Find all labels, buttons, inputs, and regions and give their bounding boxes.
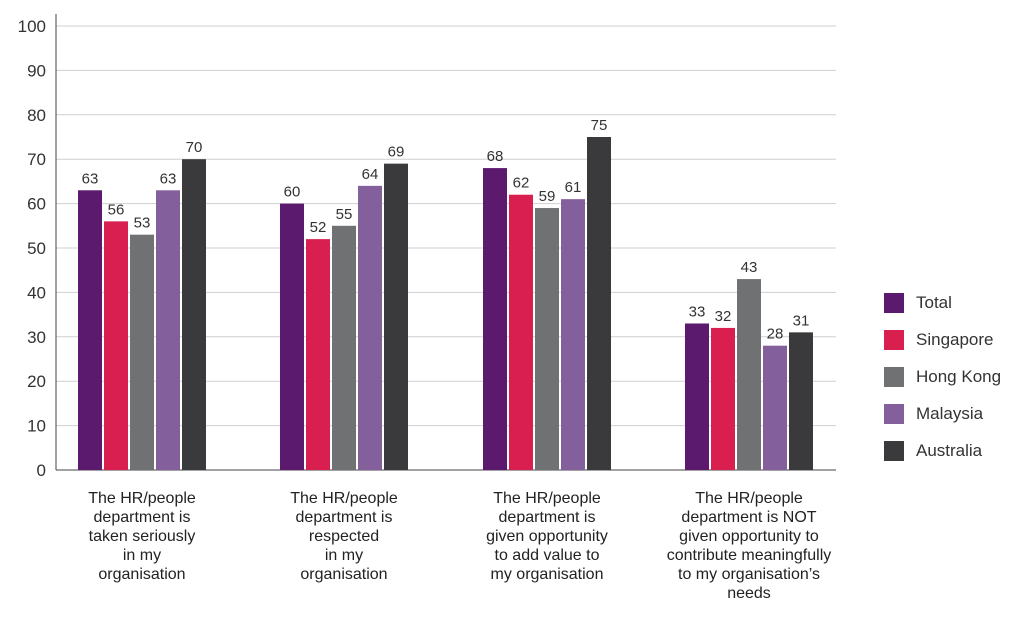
data-label-australia-cat2: 69 xyxy=(388,144,405,161)
y-tick-label-80: 80 xyxy=(27,106,46,125)
legend-item-australia: Australia xyxy=(884,432,1001,469)
x-category-label-4: The HR/people department is NOT given oppo… xyxy=(667,490,832,602)
y-tick-label-20: 20 xyxy=(27,372,46,391)
bar-singapore-cat2 xyxy=(306,239,330,470)
bar-malaysia-cat4 xyxy=(763,345,787,470)
y-tick-label-0: 0 xyxy=(37,461,46,480)
data-label-hong-kong-cat3: 59 xyxy=(539,188,556,205)
data-label-singapore-cat3: 62 xyxy=(513,175,530,192)
legend-label-australia: Australia xyxy=(916,440,983,460)
bar-total-cat2 xyxy=(280,203,304,470)
y-tick-label-90: 90 xyxy=(27,61,46,80)
legend-swatch-malaysia xyxy=(884,403,904,424)
bar-malaysia-cat3 xyxy=(561,199,585,470)
data-label-hong-kong-cat1: 53 xyxy=(134,215,151,232)
legend-item-singapore: Singapore xyxy=(884,321,1001,358)
bar-singapore-cat3 xyxy=(509,194,533,470)
bar-total-cat3 xyxy=(483,168,507,470)
data-label-singapore-cat1: 56 xyxy=(108,201,125,218)
x-category-label-3: The HR/people department is given opportun… xyxy=(486,490,608,583)
data-label-singapore-cat2: 52 xyxy=(310,219,327,236)
data-label-malaysia-cat2: 64 xyxy=(362,166,379,183)
x-category-label-2: The HR/people department is respected in my… xyxy=(290,490,398,583)
legend-label-hong-kong: Hong Kong xyxy=(916,366,1002,386)
bar-australia-cat2 xyxy=(384,163,408,470)
bar-total-cat1 xyxy=(78,190,102,470)
bar-malaysia-cat2 xyxy=(358,185,382,470)
legend-swatch-total xyxy=(884,292,904,313)
legend-item-malaysia: Malaysia xyxy=(884,395,1001,432)
data-label-total-cat2: 60 xyxy=(284,184,301,201)
bar-hong-kong-cat3 xyxy=(535,208,559,471)
legend-swatch-australia xyxy=(884,440,904,461)
y-tick-label-60: 60 xyxy=(27,195,46,214)
data-label-malaysia-cat1: 63 xyxy=(160,170,177,187)
legend: Total Singapore Hong Kong Malaysia Austr… xyxy=(884,284,1001,469)
y-tick-label-10: 10 xyxy=(27,417,46,436)
bar-hong-kong-cat1 xyxy=(130,234,154,470)
data-label-australia-cat1: 70 xyxy=(186,139,203,156)
data-label-total-cat1: 63 xyxy=(82,170,99,187)
legend-label-malaysia: Malaysia xyxy=(916,403,984,423)
data-label-malaysia-cat3: 61 xyxy=(565,179,582,196)
data-label-malaysia-cat4: 28 xyxy=(767,326,784,343)
legend-label-total: Total xyxy=(916,292,952,312)
legend-label-singapore: Singapore xyxy=(916,329,994,349)
y-tick-label-70: 70 xyxy=(27,150,46,169)
data-label-total-cat4: 33 xyxy=(689,303,706,320)
data-label-hong-kong-cat2: 55 xyxy=(336,206,353,223)
data-label-total-cat3: 68 xyxy=(487,148,504,165)
y-tick-label-50: 50 xyxy=(27,239,46,258)
legend-swatch-hong-kong xyxy=(884,366,904,387)
bar-singapore-cat4 xyxy=(711,327,735,470)
data-label-singapore-cat4: 32 xyxy=(715,308,732,325)
y-tick-label-30: 30 xyxy=(27,328,46,347)
legend-swatch-singapore xyxy=(884,329,904,350)
bar-singapore-cat1 xyxy=(104,221,128,470)
x-category-label-1: The HR/people department is taken seriousl… xyxy=(88,490,196,583)
data-label-australia-cat3: 75 xyxy=(591,117,608,134)
legend-item-total: Total xyxy=(884,284,1001,321)
bar-hong-kong-cat4 xyxy=(737,279,761,470)
data-label-australia-cat4: 31 xyxy=(793,312,810,329)
bar-hong-kong-cat2 xyxy=(332,225,356,470)
bar-total-cat4 xyxy=(685,323,709,470)
y-tick-label-100: 100 xyxy=(18,17,46,36)
data-label-hong-kong-cat4: 43 xyxy=(741,259,758,276)
bar-australia-cat4 xyxy=(789,332,813,470)
bar-malaysia-cat1 xyxy=(156,190,180,470)
y-tick-label-40: 40 xyxy=(27,283,46,302)
bar-australia-cat3 xyxy=(587,137,611,470)
legend-item-hong-kong: Hong Kong xyxy=(884,358,1001,395)
bar-australia-cat1 xyxy=(182,159,206,470)
